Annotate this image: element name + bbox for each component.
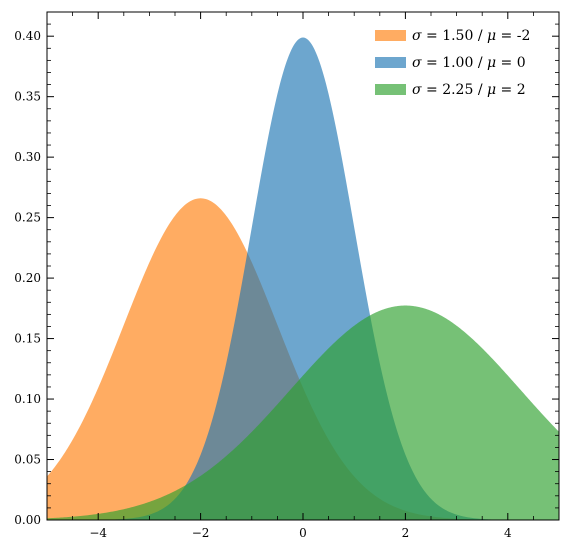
y-tick-label: 0.15 [14, 332, 41, 346]
y-tick-label: 0.00 [14, 513, 41, 527]
legend-label-2: σ = 1.00 / μ = 0 [412, 55, 526, 71]
y-tick-label: 0.20 [14, 271, 41, 285]
legend-swatch-2 [375, 57, 406, 68]
x-tick-label: 4 [504, 526, 512, 540]
area-series-2 [47, 37, 559, 520]
y-tick-label: 0.05 [14, 453, 41, 467]
y-tick-label: 0.10 [14, 392, 41, 406]
y-tick-label: 0.25 [14, 211, 41, 225]
legend-label-3: σ = 2.25 / μ = 2 [412, 82, 526, 98]
legend-label-1: σ = 1.50 / μ = -2 [412, 28, 530, 44]
area-series-1 [47, 198, 559, 520]
y-tick-label: 0.30 [14, 150, 41, 164]
x-tick-label: −4 [89, 526, 107, 540]
legend: σ = 1.50 / μ = -2 σ = 1.00 / μ = 0 σ = 2.2… [375, 28, 530, 98]
y-tick-label: 0.40 [14, 29, 41, 43]
legend-swatch-3 [375, 84, 406, 95]
y-tick-label: 0.35 [14, 90, 41, 104]
x-tick-label: 0 [299, 526, 307, 540]
x-tick-label: 2 [402, 526, 410, 540]
plot-area [47, 37, 559, 520]
legend-swatch-1 [375, 30, 406, 41]
x-axis-ticks: −4 −2 0 2 4 [46, 12, 560, 540]
y-axis-ticks: 0.00 0.05 0.10 0.15 0.20 0.25 0.30 0.35 0.40 [14, 11, 559, 527]
area-series-3 [47, 305, 559, 520]
x-tick-label: −2 [192, 526, 210, 540]
